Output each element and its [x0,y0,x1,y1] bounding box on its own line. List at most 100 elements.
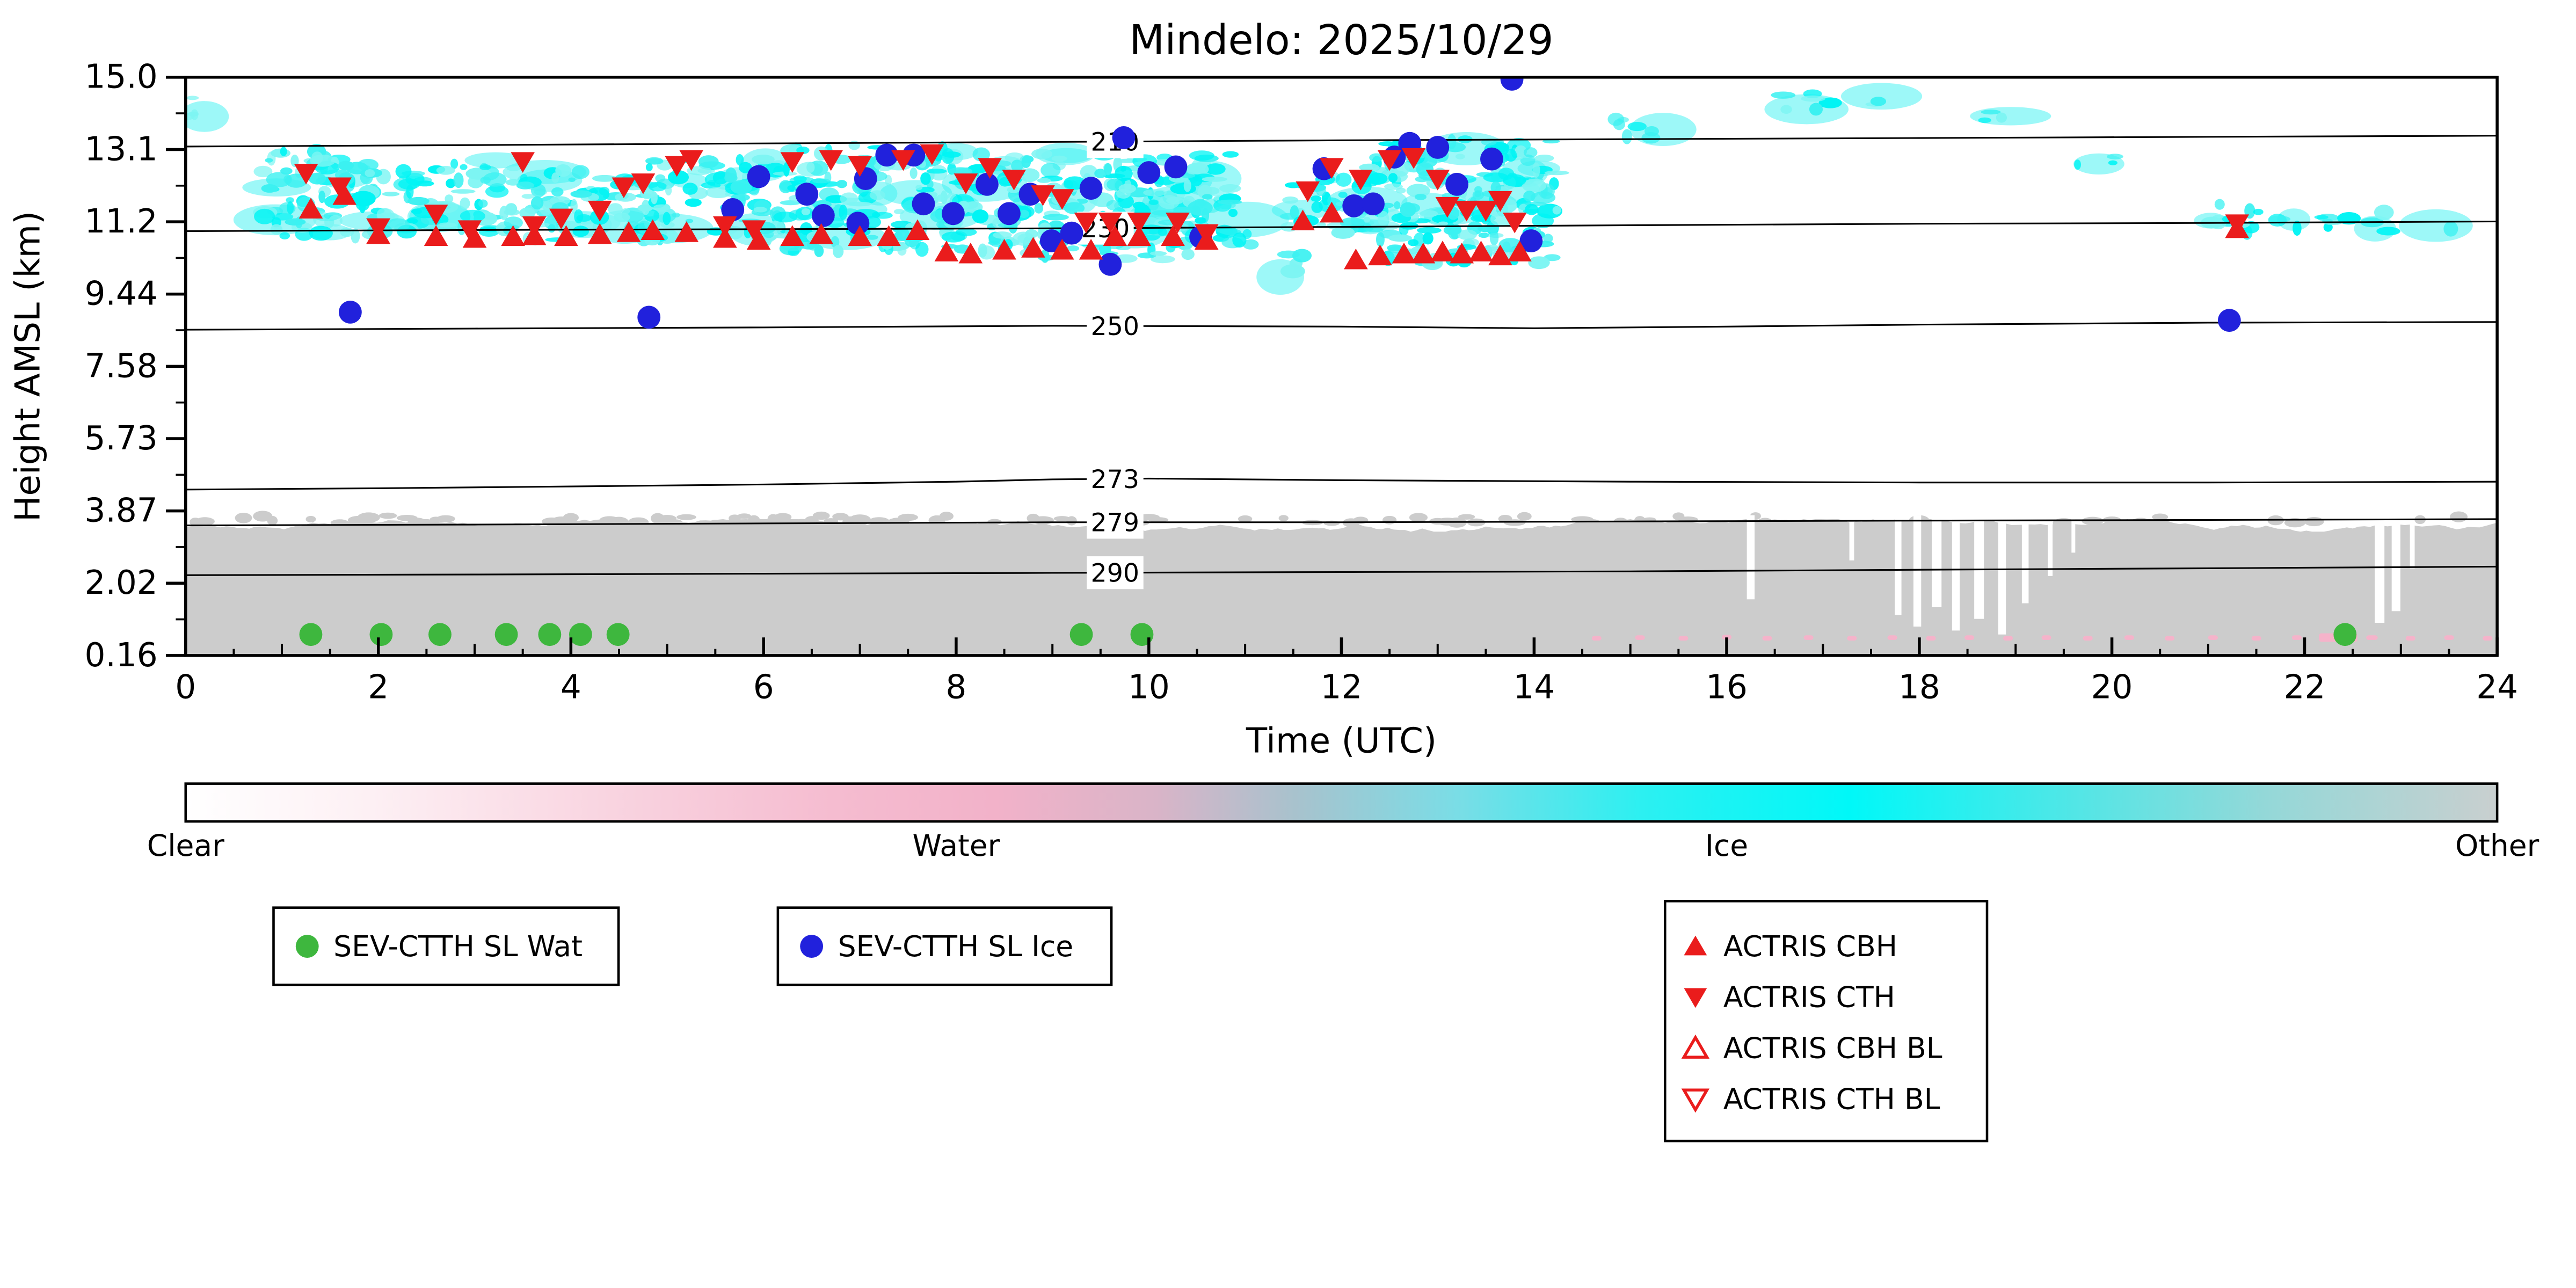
marker-sev-ctth-sl-ice [1519,229,1543,253]
ice-cloud [1242,229,1252,239]
ice-cloud [1457,229,1477,241]
ice-cloud [329,215,343,227]
ice-cloud [1202,194,1213,200]
marker-actris-cbh [674,221,699,242]
surface-other-speckle [1757,518,1773,527]
x-tick-label: 2 [368,668,389,706]
ice-cloud [1627,122,1647,132]
surface-other-speckle [1323,520,1340,526]
water-speck [2041,635,2051,640]
ice-cloud [2293,220,2302,236]
marker-actris-cbh [1161,225,1185,246]
ice-cloud [1148,199,1159,205]
marker-actris-cbh [554,225,578,246]
ice-cloud [1818,97,1842,108]
marker-actris-cth [511,152,535,173]
marker-actris-cth [549,208,573,230]
y-tick-label: 2.02 [85,564,158,602]
ice-cloud [942,151,961,158]
ice-cloud [1043,214,1069,221]
legend-cth-bl-triangle-icon [1681,1088,1710,1113]
marker-actris-cbh [934,241,959,261]
ice-cloud [1394,201,1401,209]
x-tick-label: 8 [945,668,966,706]
ice-cloud [1331,227,1355,239]
marker-sev-ctth-sl-ice [1060,221,1083,245]
ice-cloud [1035,142,1095,165]
ice-cloud [464,152,527,169]
isotherm-210 [185,135,2498,148]
marker-actris-cbh [501,225,525,246]
marker-actris-cbh [1079,238,1103,260]
ice-cloud [551,187,564,197]
marker-sev-ctth-sl-ice [338,300,362,324]
marker-actris-cbh [713,227,737,248]
ice-cloud [1483,172,1509,183]
ice-cloud [1523,147,1538,158]
water-speck [2405,636,2415,641]
water-speck [1887,635,1897,640]
ice-cloud [1455,154,1465,159]
clear-gap [1932,515,1942,607]
ice-cloud [530,196,544,210]
ice-cloud [993,231,1012,239]
ice-cloud [920,172,931,185]
legend-sev-ice: SEV-CTTH SL Ice [776,906,1113,986]
ice-cloud [1443,225,1462,235]
surface-other-speckle [436,515,455,523]
ice-cloud [1543,234,1553,243]
ice-cloud [1202,176,1227,182]
marker-sev-ctth-sl-ice [747,165,770,188]
ice-cloud [615,192,636,202]
marker-actris-cth [1074,212,1098,234]
surface-other-speckle [357,512,380,523]
surface-other-speckle [1634,516,1646,525]
surface-other-speckle [2449,511,2468,522]
marker-actris-cth [679,150,703,171]
surface-other-speckle [1066,516,1077,526]
isotherm-label: 273 [1091,465,1139,494]
marker-actris-cbh [1488,244,1512,266]
x-axis-title: Time (UTC) [1246,721,1437,761]
marker-actris-cth [1401,148,1426,169]
water-speck [1635,635,1645,640]
clear-gap [1895,515,1902,615]
marker-actris-cbh [958,242,983,264]
surface-other-speckle [658,514,677,523]
marker-actris-cth [328,177,352,199]
surface-other-speckle [1148,517,1169,523]
marker-sev-ctth-sl-ice [1480,147,1503,171]
water-speck [1803,635,1814,640]
ice-cloud [185,113,195,120]
isotherm-label-bg [1087,556,1144,590]
ice-cloud [287,201,294,215]
x-tick-label: 0 [175,668,196,706]
ice-cloud [549,196,571,206]
ice-cloud [739,162,752,173]
marker-actris-cth [1194,224,1219,245]
ice-cloud [1388,234,1413,242]
ice-cloud [266,172,293,187]
water-speck [2124,635,2134,640]
ice-cloud [651,191,658,205]
ice-cloud [2074,159,2082,170]
ice-cloud [893,209,905,215]
surface-other-speckle [235,513,252,523]
ice-cloud [2374,205,2394,221]
ice-cloud [2277,208,2311,231]
marker-actris-cbh [424,225,448,246]
surface-other-speckle [898,513,918,521]
surface-other-speckle [195,517,215,526]
axes-layer: 0 2 4 6 8 10 12 14 16 18 20 22 240.162.023.875.737.5… [85,58,2519,707]
marker-sev-ctth-sl-ice [1039,229,1063,253]
marker-actris-cth [1488,191,1512,212]
water-speck [1678,636,1689,641]
marker-actris-cth [1002,170,1026,191]
clear-gap [1952,515,1960,631]
marker-actris-cbh [1450,242,1474,264]
clear-gap [1849,515,1854,561]
ice-cloud [1534,154,1554,162]
water-speck [2444,635,2454,640]
isotherm-273 [185,477,2498,491]
ice-cloud [833,245,844,258]
